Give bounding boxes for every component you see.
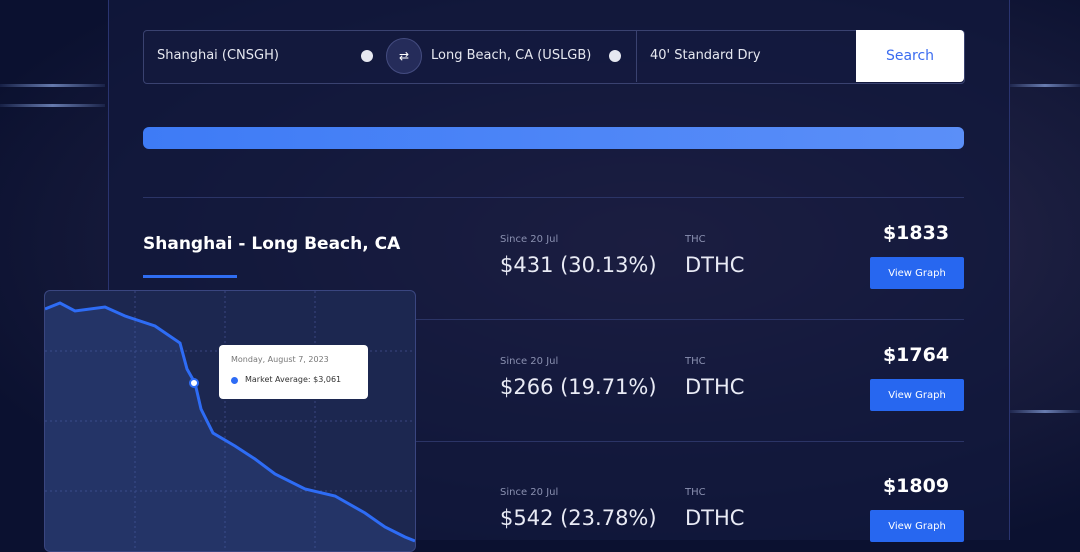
change-label: Since 20 Jul — [500, 356, 559, 367]
container-field[interactable]: 40' Standard Dry — [650, 48, 761, 63]
underline — [143, 275, 237, 278]
legend-dot — [231, 377, 238, 384]
fee-value: DTHC — [685, 506, 745, 530]
line — [45, 301, 415, 543]
search-bar — [143, 30, 965, 84]
price: $1809 — [882, 475, 950, 497]
tooltip: Monday, August 7, 2023 Market Average: $… — [219, 345, 368, 399]
change-value: $266 (19.71%) — [500, 375, 657, 399]
globe-icon — [609, 50, 621, 62]
chart-card — [44, 290, 416, 552]
change-value: $431 (30.13%) — [500, 253, 657, 277]
chart — [45, 291, 415, 551]
origin-field[interactable]: Shanghai (CNSGH) — [157, 48, 279, 63]
tooltip-label: Market Average: $3,061 — [245, 375, 342, 384]
fee-value: DTHC — [685, 375, 745, 399]
progress-bar — [143, 127, 964, 149]
fee-label: THC — [685, 356, 706, 367]
divider — [143, 319, 964, 320]
destination-field[interactable]: Long Beach, CA (USLGB) — [431, 48, 592, 63]
change-label: Since 20 Jul — [500, 234, 559, 245]
stripe — [0, 104, 105, 107]
globe-icon — [361, 50, 373, 62]
tooltip-date: Monday, August 7, 2023 — [231, 355, 329, 364]
route-title: Shanghai - Long Beach, CA — [143, 234, 401, 254]
view-graph-button[interactable]: View Graph — [870, 510, 964, 542]
change-value: $542 (23.78%) — [500, 506, 657, 530]
area — [45, 303, 415, 551]
fee-label: THC — [685, 487, 706, 498]
divider — [143, 197, 964, 198]
point — [189, 378, 199, 388]
stripe — [0, 84, 105, 87]
swap-button[interactable]: ⇄ — [386, 38, 422, 74]
price: $1764 — [882, 344, 950, 366]
view-graph-button[interactable]: View Graph — [870, 379, 964, 411]
divider — [143, 441, 964, 442]
price: $1833 — [882, 222, 950, 244]
divider — [636, 30, 637, 82]
change-label: Since 20 Jul — [500, 487, 559, 498]
stripe — [1010, 410, 1080, 413]
stripe — [1010, 84, 1080, 87]
view-graph-button[interactable]: View Graph — [870, 257, 964, 289]
fee-value: DTHC — [685, 253, 745, 277]
fee-label: THC — [685, 234, 706, 245]
search-button[interactable]: Search — [856, 30, 964, 82]
